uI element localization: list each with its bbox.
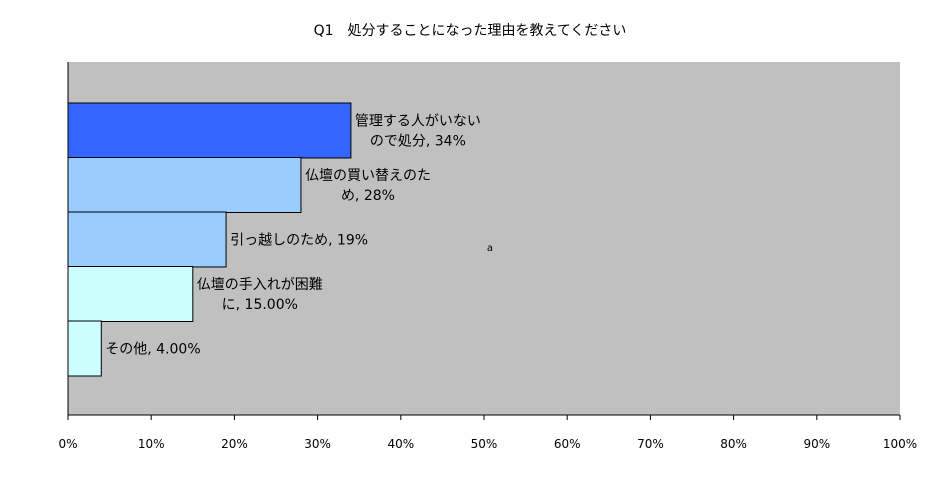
- data-label: 仏壇の手入れが困難: [197, 276, 323, 293]
- x-tick-label: 60%: [554, 437, 581, 451]
- x-tick-label: 90%: [803, 437, 830, 451]
- data-label: に, 15.00%: [222, 297, 298, 313]
- annotation-text: a: [487, 243, 493, 254]
- x-tick-label: 40%: [387, 437, 414, 451]
- bar: [67, 320, 102, 377]
- x-tick-label: 70%: [637, 437, 664, 451]
- data-label: ので処分, 34%: [370, 134, 466, 150]
- bar: [67, 102, 352, 159]
- bar: [67, 266, 194, 322]
- x-tick-label: 20%: [221, 437, 248, 451]
- x-tick-label: 0%: [58, 437, 77, 451]
- bar: [67, 211, 227, 268]
- data-label: その他, 4.00%: [105, 342, 200, 358]
- x-tick-label: 10%: [138, 437, 165, 451]
- data-label: 管理する人がいない: [355, 114, 481, 130]
- data-label: 引っ越しのため, 19%: [230, 233, 368, 249]
- x-tick-label: 100%: [883, 437, 917, 451]
- chart-title: Q1 処分することになった理由を教えてください: [313, 23, 627, 39]
- x-tick-label: 30%: [304, 437, 331, 451]
- x-tick-label: 50%: [471, 437, 498, 451]
- data-label: 仏壇の買い替えのた: [305, 167, 431, 184]
- x-tick-label: 80%: [720, 437, 747, 451]
- data-label: め, 28%: [341, 188, 395, 204]
- bar: [67, 157, 302, 213]
